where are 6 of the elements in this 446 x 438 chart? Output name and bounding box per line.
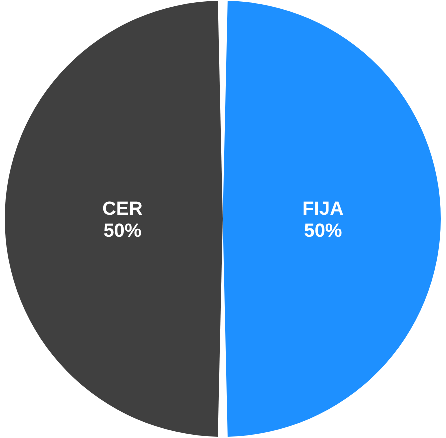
pie-slice <box>223 1 442 437</box>
data-label: 50% <box>104 221 142 242</box>
slice-label: FIJA <box>302 199 344 220</box>
slice-label: CER <box>102 199 144 220</box>
data-label: 50% <box>304 221 342 242</box>
pie-slice <box>4 1 223 437</box>
